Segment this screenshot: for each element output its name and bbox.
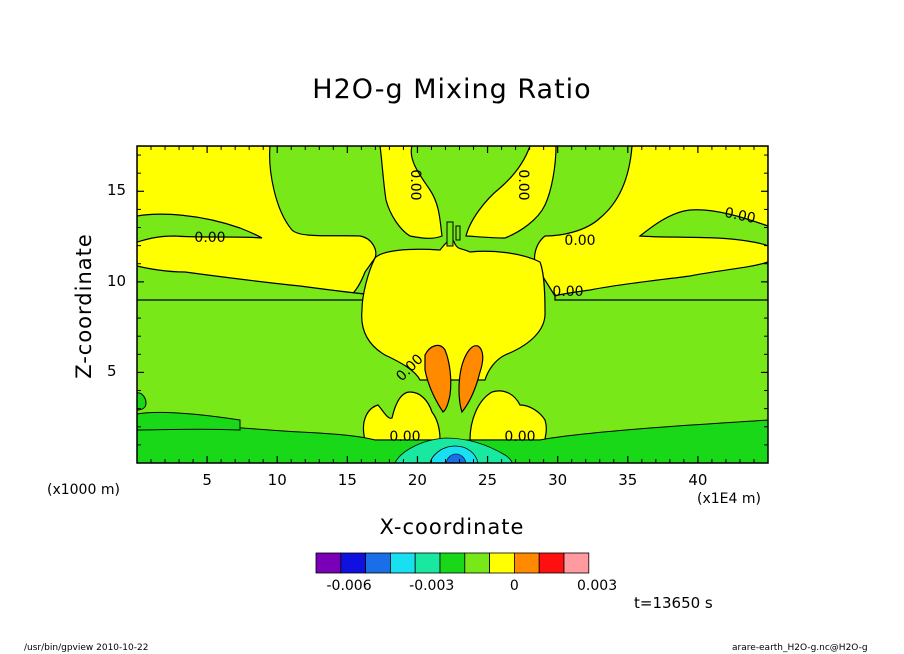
colorbar-cell [365,552,391,574]
colorbar-tick-label: 0 [509,578,519,594]
colorbar-cell [340,552,366,574]
left-low-patch [137,411,241,431]
x-tick-label: 40 [688,471,708,489]
y-tick-label: 5 [107,362,117,381]
contour-label: 0.00 [194,230,225,246]
chart-title: H2O-g Mixing Ratio [312,74,592,105]
footer-right: arare-earth_H2O-g.nc@H2O-g [732,643,868,653]
time-label: t=13650 s [634,594,713,612]
footer-left: /usr/bin/gpview 2010-10-22 [24,643,149,653]
y-tick-label: 15 [107,181,127,200]
contour-label: 0.00 [515,169,531,200]
y-axis-label: Z-coordinate [72,233,96,379]
contour-label: 0.00 [552,284,583,300]
contour-label: 0.00 [407,169,423,200]
tongue-right [465,146,557,239]
x-tick-label: 10 [267,471,287,489]
colorbar-cell [464,552,490,574]
upper-band-left-lower [137,265,366,301]
colorbar-tick-label: 0.003 [577,578,618,594]
colorbar-cell [563,552,590,574]
lower-blob-right [469,390,547,441]
colorbar-tick-label: -0.006 [326,578,372,594]
colorbar-cell [514,552,540,574]
plot-frame [136,145,769,464]
inlet-right [638,209,768,247]
x-tick-label: 15 [337,471,357,489]
contour-label: 0.00 [723,205,757,227]
x-tick-label: 20 [407,471,427,489]
upper-band-left [137,146,377,297]
colorbar-cell [439,552,466,574]
x-tick-label: 5 [202,471,212,489]
y-tick-label: 10 [107,271,127,290]
colorbar [315,552,590,574]
colorbar-cell [389,552,416,574]
x-unit-left: (x1000 m) [47,482,120,498]
colorbar-tick-label: -0.003 [409,578,455,594]
contour-label: 0.00 [389,429,420,445]
x-axis-ticks [150,146,755,463]
contour-label: 0.00 [564,233,595,249]
inlet-left [137,213,263,243]
contour-label: 0.00 [504,429,535,445]
x-unit-right: (x1E4 m) [697,491,761,507]
x-tick-label: 30 [548,471,568,489]
left-edge-patch [137,392,147,411]
colorbar-cell [489,552,515,574]
x-axis-label: X-coordinate [379,515,525,539]
surface-blue-patch [445,453,467,463]
colorbar-cell [538,552,565,574]
colorbar-cell [414,552,441,574]
tongue-left [379,146,443,239]
central-column [446,221,461,247]
upper-band-right-lower [554,261,768,301]
orange-tongue-right [458,345,484,414]
lower-blob-left [362,391,441,441]
colorbar-cell [315,552,342,574]
orange-tongue-left [424,344,452,413]
x-tick-label: 35 [618,471,638,489]
y-axis-ticks [137,154,768,446]
x-tick-label: 25 [478,471,498,489]
